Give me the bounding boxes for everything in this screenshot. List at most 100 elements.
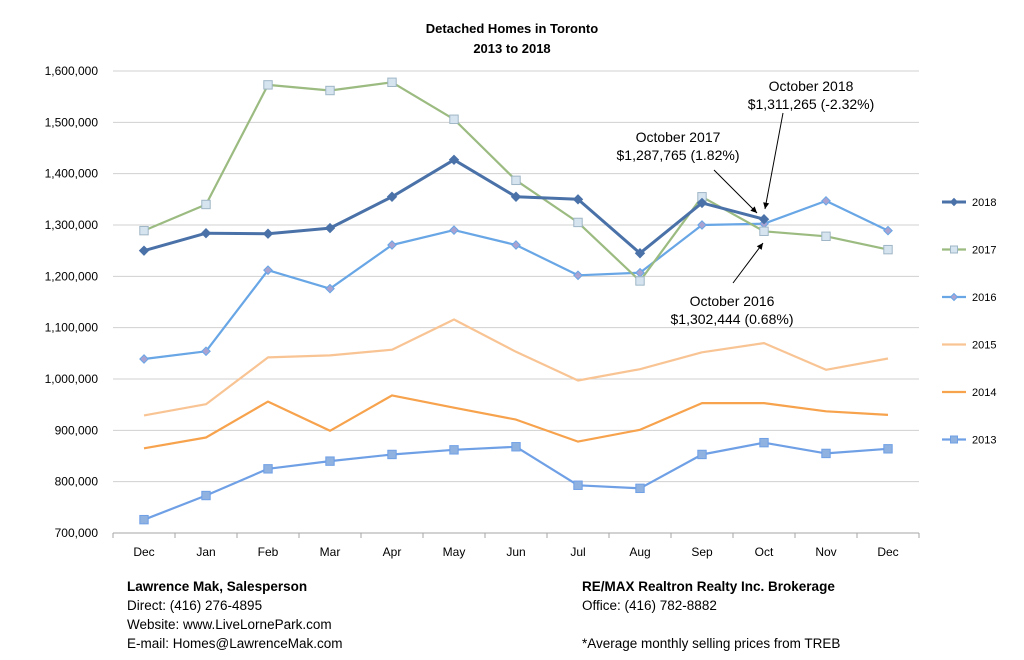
chart-subtitle: 2013 to 2018 (473, 41, 550, 56)
legend-label-2014: 2014 (972, 387, 996, 399)
x-tick-label: Nov (815, 545, 836, 559)
data-point-2017 (883, 244, 893, 255)
x-tick-label: Dec (877, 545, 898, 559)
data-point-2017 (511, 175, 521, 186)
data-point-2016 (139, 354, 149, 364)
data-point-2013 (883, 444, 893, 454)
annotation-arrow-oct-2016 (732, 242, 764, 284)
y-tick-label: 1,100,000 (45, 321, 99, 335)
agent-direct-phone: Direct: (416) 276-4895 (127, 598, 263, 613)
data-point-2013 (821, 448, 831, 459)
data-point-2016 (387, 240, 397, 250)
legend: 2018 2017 2016 2015 2014 2013 (942, 197, 996, 447)
brokerage-name: RE/MAX Realtron Realty Inc. Brokerage (582, 579, 835, 594)
data-point-2018 (949, 197, 959, 207)
data-point-2013 (449, 445, 459, 455)
data-point-2017 (759, 226, 769, 236)
data-point-2013 (511, 442, 521, 452)
y-tick-label: 900,000 (55, 423, 99, 437)
legend-label-2013: 2013 (972, 435, 996, 447)
x-tick-label: Mar (320, 545, 341, 559)
data-point-2016 (949, 292, 959, 302)
source-note: *Average monthly selling prices from TRE… (582, 636, 841, 651)
series-2013 (139, 437, 893, 525)
series-2017 (139, 77, 893, 286)
annotation-arrow-oct-2018-head (763, 202, 770, 209)
data-point-2018 (138, 245, 150, 256)
data-point-2017 (449, 114, 459, 124)
annotation-arrow-oct-2017-head (750, 206, 757, 213)
line-chart: Detached Homes in Toronto 2013 to 2018 7… (45, 21, 997, 559)
legend-label-2015: 2015 (972, 340, 996, 352)
annotation-oct-2016-value: $1,302,444 (0.68%) (671, 311, 794, 327)
data-point-2013 (263, 464, 273, 474)
data-point-2013 (635, 483, 645, 494)
annotations: October 2018 $1,311,265 (-2.32%) October… (617, 78, 875, 327)
agent-contact: Lawrence Mak, Salesperson Direct: (416) … (127, 577, 343, 653)
data-point-2018 (758, 214, 770, 225)
data-point-2018 (572, 194, 584, 205)
data-point-2018 (696, 197, 708, 209)
x-tick-label: Oct (755, 545, 774, 559)
data-point-2016 (573, 270, 583, 281)
series-line-2014 (143, 394, 889, 450)
gridlines (113, 70, 919, 483)
annotation-oct-2016-title: October 2016 (690, 293, 775, 309)
annotation-oct-2018-value: $1,311,265 (-2.32%) (748, 96, 875, 112)
annotation-arrow-oct-2016-head (756, 243, 763, 250)
data-point-2016 (511, 240, 521, 250)
x-tick-label: Jul (570, 545, 585, 559)
annotation-oct-2018-title: October 2018 (769, 78, 854, 94)
x-tick-label: Dec (133, 545, 154, 559)
legend-item-2018: 2018 (942, 197, 996, 209)
x-tick-label: Jun (506, 545, 525, 559)
legend-item-2014: 2014 (942, 387, 996, 399)
data-point-2017 (635, 276, 645, 286)
annotation-arrow-oct-2018 (764, 112, 784, 210)
data-point-2018 (324, 222, 336, 234)
data-point-2016 (821, 195, 831, 206)
data-point-2013 (201, 490, 211, 501)
data-point-2016 (449, 225, 459, 236)
y-tick-label: 800,000 (55, 475, 99, 489)
y-tick-label: 1,500,000 (45, 115, 99, 129)
series-line-2015 (143, 318, 889, 417)
series-2014 (143, 394, 889, 450)
x-tick-label: Jan (196, 545, 215, 559)
series-layer (138, 77, 893, 525)
data-point-2013 (950, 435, 958, 444)
data-point-2016 (263, 265, 273, 276)
data-point-2016 (883, 225, 893, 236)
agent-name: Lawrence Mak, Salesperson (127, 579, 308, 594)
axes: 700,000 800,000 900,000 1,000,000 1,100,000 1… (45, 64, 920, 559)
data-point-2018 (634, 248, 646, 259)
brokerage-office-phone: Office: (416) 782-8882 (582, 598, 717, 613)
y-tick-label: 1,300,000 (45, 218, 99, 232)
data-point-2013 (573, 480, 583, 490)
data-point-2018 (386, 191, 398, 202)
data-point-2016 (325, 283, 335, 294)
data-point-2017 (387, 77, 397, 87)
data-point-2018 (448, 154, 460, 166)
legend-label-2017: 2017 (972, 245, 996, 257)
data-point-2013 (139, 514, 149, 525)
data-point-2013 (697, 449, 707, 460)
data-point-2017 (263, 80, 273, 90)
annotation-oct-2017-value: $1,287,765 (1.82%) (617, 147, 740, 163)
x-tick-label: Feb (258, 545, 279, 559)
legend-item-2017: 2017 (942, 245, 996, 257)
data-point-2016 (697, 220, 707, 230)
annotation-arrow-oct-2017 (713, 169, 758, 214)
x-tick-label: Sep (691, 545, 713, 559)
y-tick-label: 1,200,000 (45, 269, 99, 283)
chart-title: Detached Homes in Toronto (426, 21, 598, 36)
data-point-2016 (201, 346, 211, 357)
agent-email: E-mail: Homes@LawrenceMak.com (127, 636, 343, 651)
legend-item-2016: 2016 (942, 292, 996, 304)
series-2018 (138, 154, 770, 259)
y-tick-label: 1,400,000 (45, 167, 99, 181)
annotation-oct-2017-title: October 2017 (636, 129, 721, 145)
data-point-2017 (573, 217, 583, 228)
legend-label-2018: 2018 (972, 197, 996, 209)
legend-item-2013: 2013 (942, 435, 996, 447)
